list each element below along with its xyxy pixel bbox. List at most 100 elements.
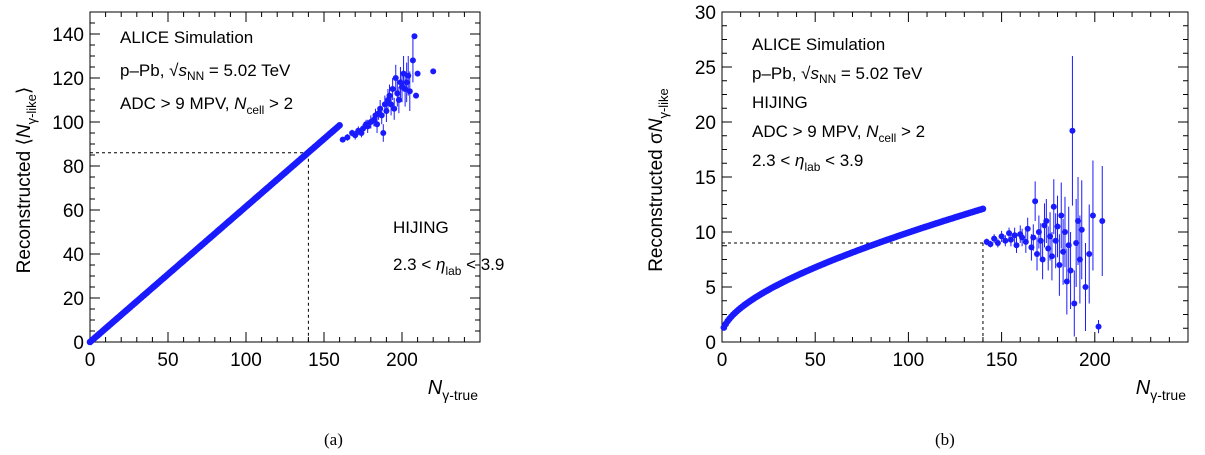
data-point bbox=[1089, 212, 1096, 219]
data-point bbox=[383, 108, 390, 114]
data-point bbox=[430, 68, 437, 75]
panel-a: 0 50 100 150 200 0 20 40 60 80 100 120 140 Nγ-true Rec… bbox=[14, 11, 481, 403]
plot-frame-b bbox=[721, 11, 1189, 343]
data-point bbox=[1061, 229, 1068, 235]
data-point bbox=[1056, 262, 1063, 268]
data-point bbox=[1071, 300, 1078, 307]
y-tick-label: 15 bbox=[695, 168, 716, 189]
y-tick-label: 140 bbox=[52, 25, 84, 46]
annotation-text: ALICE Simulation bbox=[120, 28, 253, 47]
data-point bbox=[1043, 218, 1050, 224]
y-tick-label: 20 bbox=[63, 289, 84, 310]
data-point bbox=[409, 57, 416, 64]
y-tick-label: 20 bbox=[695, 113, 716, 134]
annotation-text: p–Pb, √sNN = 5.02 TeV bbox=[752, 64, 923, 86]
y-tick-label: 40 bbox=[63, 245, 84, 266]
y-tick-label: 60 bbox=[63, 201, 84, 222]
data-point bbox=[979, 205, 987, 213]
y-tick-label: 10 bbox=[695, 223, 716, 244]
data-point bbox=[1024, 225, 1031, 232]
data-point bbox=[388, 101, 395, 108]
x-tick-label: 50 bbox=[157, 350, 178, 371]
data-point bbox=[391, 105, 398, 112]
data-point bbox=[344, 134, 351, 141]
data-point bbox=[1007, 236, 1014, 243]
data-point bbox=[998, 233, 1005, 240]
x-tick-label: 100 bbox=[230, 350, 262, 371]
data-point bbox=[386, 92, 393, 99]
data-point bbox=[339, 136, 346, 143]
data-point bbox=[1054, 223, 1061, 230]
data-point bbox=[394, 90, 401, 97]
y-axis-label: Reconstructed σNγ-like bbox=[646, 88, 671, 272]
annotation-text: HIJING bbox=[393, 218, 449, 237]
data-point bbox=[405, 72, 412, 79]
data-point bbox=[1058, 212, 1065, 219]
y-tick-label: 0 bbox=[73, 333, 84, 354]
caption-a: (a) bbox=[324, 430, 343, 449]
data-point bbox=[1086, 251, 1093, 257]
data-point bbox=[395, 97, 402, 103]
x-axis-label: Nγ-true bbox=[1136, 377, 1186, 403]
data-point bbox=[414, 70, 421, 77]
data-point bbox=[364, 123, 371, 130]
x-tick-label: 50 bbox=[805, 350, 826, 371]
data-point bbox=[1002, 237, 1009, 244]
data-point bbox=[413, 92, 420, 99]
data-point bbox=[377, 105, 384, 112]
annotation-text: p–Pb, √sNN = 5.02 TeV bbox=[120, 61, 291, 83]
annotation-text: ALICE Simulation bbox=[752, 35, 885, 54]
x-tick-label: 0 bbox=[717, 350, 728, 371]
data-point bbox=[378, 112, 385, 119]
annotation-text: 2.3 < ηlab < 3.9 bbox=[393, 255, 504, 278]
annotation-text: ADC > 9 MPV, Ncell > 2 bbox=[120, 94, 293, 117]
data-point bbox=[1048, 253, 1055, 260]
data-point bbox=[987, 241, 994, 248]
data-point bbox=[1034, 251, 1041, 257]
data-point bbox=[994, 240, 1001, 246]
annotation-text: ADC > 9 MPV, Ncell > 2 bbox=[752, 122, 925, 145]
y-tick-label: 0 bbox=[705, 333, 716, 354]
panel-b: 0 50 100 150 200 0 5 10 15 20 25 30 Nγ-true Reconstru… bbox=[646, 3, 1189, 403]
data-point bbox=[403, 79, 410, 86]
x-tick-label: 200 bbox=[1079, 350, 1111, 371]
data-point bbox=[374, 121, 381, 128]
x-tick-label: 100 bbox=[893, 350, 925, 371]
data-point bbox=[392, 75, 399, 81]
data-point bbox=[1011, 232, 1018, 239]
annotation-text: HIJING bbox=[752, 93, 808, 112]
figure-canvas: 0 50 100 150 200020406080100120140Nγ-trueRec… bbox=[14, 3, 1189, 403]
y-tick-label: 30 bbox=[695, 3, 716, 24]
data-point bbox=[1030, 234, 1037, 241]
caption-b: (b) bbox=[935, 430, 955, 449]
y-tick-label: 80 bbox=[63, 157, 84, 178]
data-point bbox=[1039, 256, 1046, 263]
data-point bbox=[1082, 284, 1089, 290]
data-point bbox=[1095, 323, 1102, 330]
data-point bbox=[1078, 226, 1085, 233]
data-point bbox=[1022, 238, 1029, 245]
x-axis-label: Nγ-true bbox=[428, 377, 478, 403]
y-tick-label: 5 bbox=[705, 278, 716, 299]
y-tick-label: 100 bbox=[52, 113, 84, 134]
y-tick-label: 25 bbox=[695, 58, 716, 79]
data-point bbox=[1019, 234, 1026, 241]
data-point bbox=[1069, 127, 1076, 134]
data-point bbox=[991, 235, 998, 242]
data-point bbox=[352, 132, 359, 139]
data-point bbox=[411, 33, 418, 40]
data-point bbox=[360, 125, 366, 132]
data-point bbox=[406, 88, 413, 95]
data-point bbox=[1099, 218, 1106, 224]
data-point bbox=[1013, 242, 1020, 249]
y-axis-label: Reconstructed ⟨Nγ-like⟩ bbox=[14, 87, 39, 274]
x-tick-label: 200 bbox=[386, 350, 418, 371]
x-tick-label: 150 bbox=[308, 350, 340, 371]
y-tick-label: 120 bbox=[52, 69, 84, 90]
data-point bbox=[1050, 203, 1057, 210]
data-point bbox=[389, 86, 396, 92]
x-tick-label: 150 bbox=[986, 350, 1018, 371]
x-tick-label: 0 bbox=[85, 350, 96, 371]
data-point bbox=[1032, 198, 1039, 205]
data-point bbox=[380, 130, 387, 136]
